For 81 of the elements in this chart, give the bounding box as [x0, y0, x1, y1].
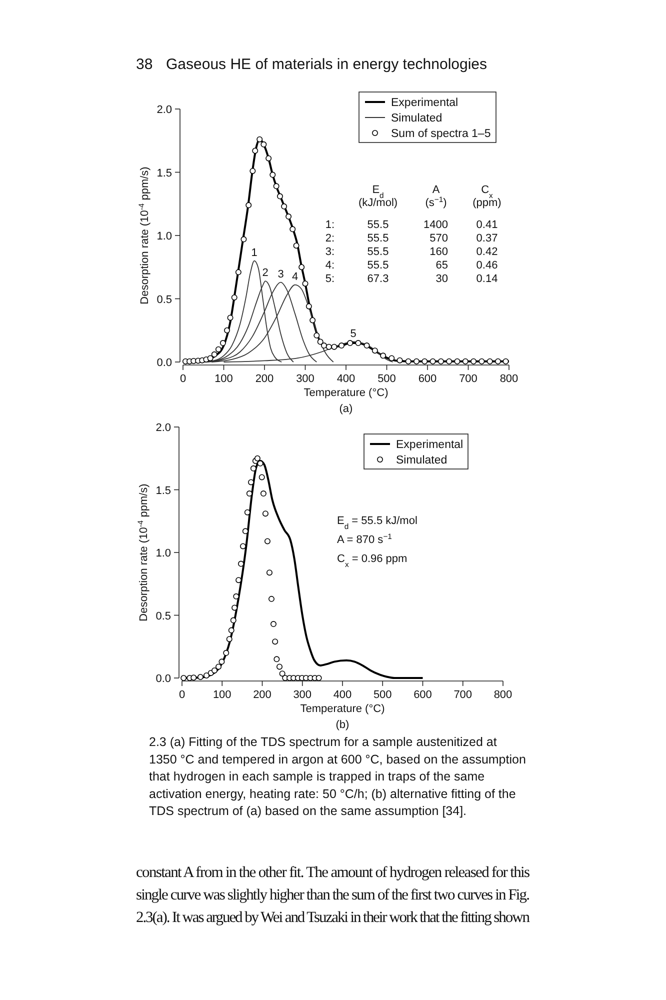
annotation: 30 — [436, 273, 448, 285]
text: 2.3 (a) Fitting of the TDS spectrum for a sample austenitized at — [149, 735, 498, 749]
text: 2.3(a). It was argued by Wei and Tsuzaki in their work that the fitting shown — [136, 909, 530, 926]
text: (a) — [339, 403, 353, 415]
y-tick-label: 0.5 — [156, 294, 172, 306]
y-tick-label: 1.0 — [156, 548, 171, 560]
annotation: 55.5 — [367, 246, 389, 258]
annotation: (kJ/mol) — [358, 197, 398, 209]
x-tick-label: 700 — [454, 689, 472, 701]
y-tick-label: 1.0 — [156, 230, 172, 242]
x-tick-label: 200 — [253, 689, 272, 701]
x-tick-label: 500 — [378, 373, 396, 385]
text: 38 — [136, 56, 153, 73]
annotation: 0.14 — [476, 273, 498, 285]
x-tick-label: 400 — [336, 373, 356, 385]
text: that hydrogen in each sample is trapped in traps of the same — [149, 770, 485, 784]
annotation: 55.5 — [367, 232, 389, 244]
annotation: 2 — [262, 267, 268, 280]
annotation: E$_{d}$ = 55.5 kJ/mol — [337, 515, 418, 530]
legend-label: Simulated — [396, 454, 448, 466]
x-tick-label: 400 — [333, 689, 352, 701]
x-axis-title: Temperature (°C) — [304, 387, 388, 399]
annotation: A = 870 s$^{−1}$ — [337, 532, 392, 546]
annotation: 55.5 — [367, 219, 389, 231]
x-tick-label: 100 — [214, 373, 233, 385]
y-tick-label: 1.5 — [156, 484, 171, 497]
legend-label: Sum of spectra 1–5 — [391, 128, 491, 140]
x-tick-label: 100 — [212, 689, 232, 701]
y-tick-label: 0.5 — [156, 610, 171, 622]
x-tick-label: 800 — [494, 689, 512, 701]
y-tick-label: 2.0 — [156, 422, 171, 434]
text: 1350 °C and tempered in argon at 600 °C, based on the assumption — [149, 752, 526, 766]
annotation: 0.42 — [476, 246, 498, 258]
annotation: C$_{x}$ = 0.96 ppm — [337, 553, 408, 568]
annotation: 3 — [278, 268, 284, 280]
annotation: 1 — [251, 246, 258, 259]
x-tick-label: 700 — [459, 373, 478, 385]
x-tick-label: 500 — [373, 689, 392, 701]
text: (b) — [336, 719, 350, 731]
text: TDS spectrum of (a) based on the same assumption [34]. — [149, 804, 467, 818]
annotation: 4: — [325, 260, 335, 272]
annotation: 67.3 — [367, 273, 389, 285]
y-tick-label: 2.0 — [156, 104, 172, 116]
annotation: 5: — [325, 273, 335, 285]
annotation: C$_{x}$ — [481, 184, 494, 200]
annotation: (ppm) — [472, 197, 502, 209]
legend-label: Experimental — [396, 439, 464, 451]
x-tick-label: 200 — [255, 373, 274, 385]
annotation: A — [432, 184, 440, 196]
annotation: 55.5 — [367, 260, 389, 272]
annotation: 2: — [325, 232, 335, 244]
y-tick-label: 1.5 — [156, 167, 172, 180]
x-tick-label: 300 — [296, 373, 314, 385]
annotation: 0.37 — [476, 232, 498, 244]
x-tick-label: 600 — [414, 689, 432, 701]
x-tick-label: 0 — [178, 689, 186, 701]
annotation: 160 — [430, 246, 448, 258]
annotation: 65 — [436, 260, 448, 272]
annotation: 4 — [292, 270, 298, 283]
text: activation energy, heating rate: 50 °C/h; (b) alternative fitting of the — [149, 786, 516, 801]
annotation: 0.46 — [476, 260, 498, 272]
annotation: (s$^{−1}$) — [425, 194, 447, 209]
text: Gaseous HE of materials in energy technologies — [166, 56, 488, 73]
y-tick-label: 0.0 — [156, 357, 172, 369]
legend-label: Experimental — [391, 97, 458, 109]
text: constant A from in the other fit. The amount of hydrogen released for this — [136, 864, 530, 881]
annotation: 1400 — [424, 219, 448, 231]
annotation: 0.41 — [476, 219, 498, 231]
annotation: E$_{d}$ — [372, 184, 384, 200]
annotation: 1: — [325, 219, 335, 231]
legend-label: Simulated — [391, 112, 442, 124]
annotation: 5 — [350, 328, 356, 340]
x-axis-title: Temperature (°C) — [300, 703, 385, 715]
y-tick-label: 0.0 — [156, 673, 171, 685]
annotation: 3: — [325, 246, 335, 258]
x-tick-label: 800 — [500, 373, 518, 385]
x-tick-label: 0 — [180, 373, 186, 385]
x-tick-label: 600 — [418, 373, 437, 385]
text: single curve was slightly higher than the sum of the first two curves in Fig. — [136, 886, 530, 904]
annotation: 570 — [430, 232, 448, 244]
x-tick-label: 300 — [293, 689, 312, 701]
